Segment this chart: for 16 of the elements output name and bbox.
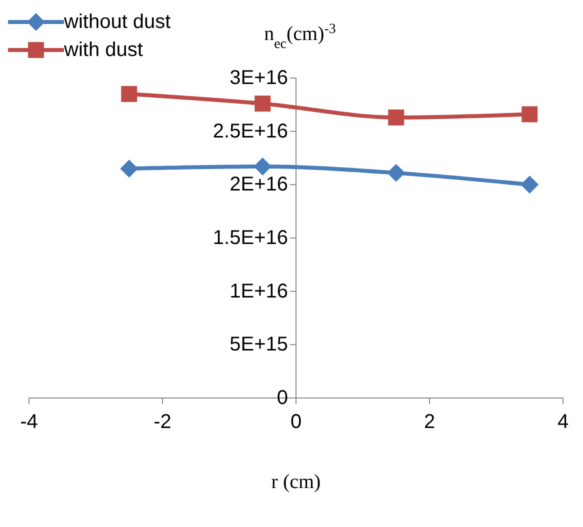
- x-tick-label: -4: [20, 411, 38, 434]
- y-tick-label: 5E+15: [230, 334, 288, 356]
- y-tick-label: 2E+16: [230, 174, 288, 196]
- y-tick-label: 3E+16: [230, 67, 288, 89]
- y-tick-label: 2.5E+16: [212, 120, 288, 142]
- y-tick-label: 1.5E+16: [212, 227, 288, 249]
- x-tick-label: 0: [290, 411, 302, 434]
- x-tick-label: 4: [557, 411, 569, 434]
- y-tick-label: 0: [276, 387, 288, 409]
- y-tick-label: 1E+16: [230, 280, 288, 302]
- x-axis-title: r (cm): [271, 471, 321, 493]
- legend-label: with dust: [64, 38, 143, 62]
- x-tick-label: 2: [424, 411, 436, 434]
- legend-label: without dust: [64, 10, 171, 34]
- x-tick-label: -2: [154, 411, 172, 434]
- y-axis-title: n$_{ec}$(cm)$^{-3}$: [264, 22, 336, 52]
